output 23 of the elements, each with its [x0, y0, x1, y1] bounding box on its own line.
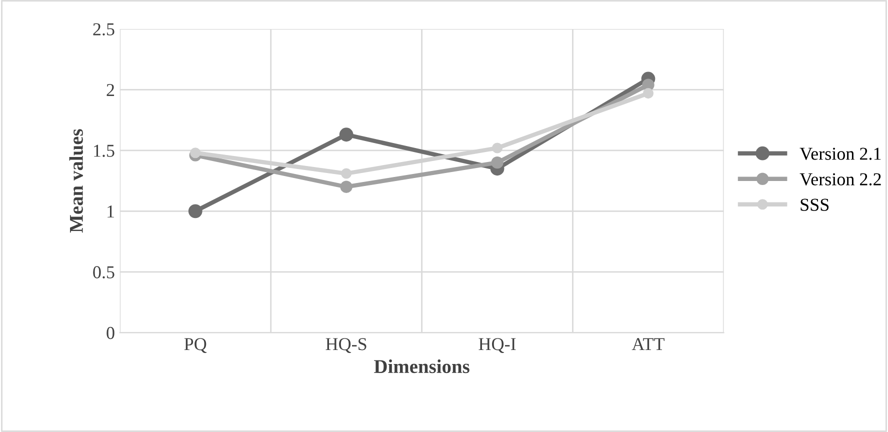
point [188, 204, 202, 218]
x-tick-label: HQ-S [326, 338, 366, 353]
legend-label: Version 2.1 [800, 148, 881, 160]
x-tick-label: PQ [184, 338, 207, 353]
y-axis-title: Mean values [69, 129, 83, 233]
point [190, 148, 201, 158]
y-tick-label: 1.5 [94, 144, 114, 157]
point [339, 128, 354, 142]
y-tick-label: 0.5 [93, 266, 114, 278]
point [492, 142, 503, 154]
y-tick-label: 0 [106, 326, 114, 340]
x-axis-title: Dimensions [374, 359, 470, 374]
point [642, 88, 654, 99]
x-tick-label: ATT [632, 338, 664, 350]
point [491, 156, 504, 169]
legend-label: Version 2.2 [800, 173, 881, 186]
point [341, 168, 352, 179]
x-tick-label: HQ-I [478, 338, 516, 353]
legend-label: SSS [800, 198, 829, 211]
point [340, 180, 352, 193]
y-tick-label: 1 [108, 206, 114, 218]
y-tick-label: 2 [106, 84, 114, 96]
y-tick-label: 2.5 [93, 23, 114, 36]
